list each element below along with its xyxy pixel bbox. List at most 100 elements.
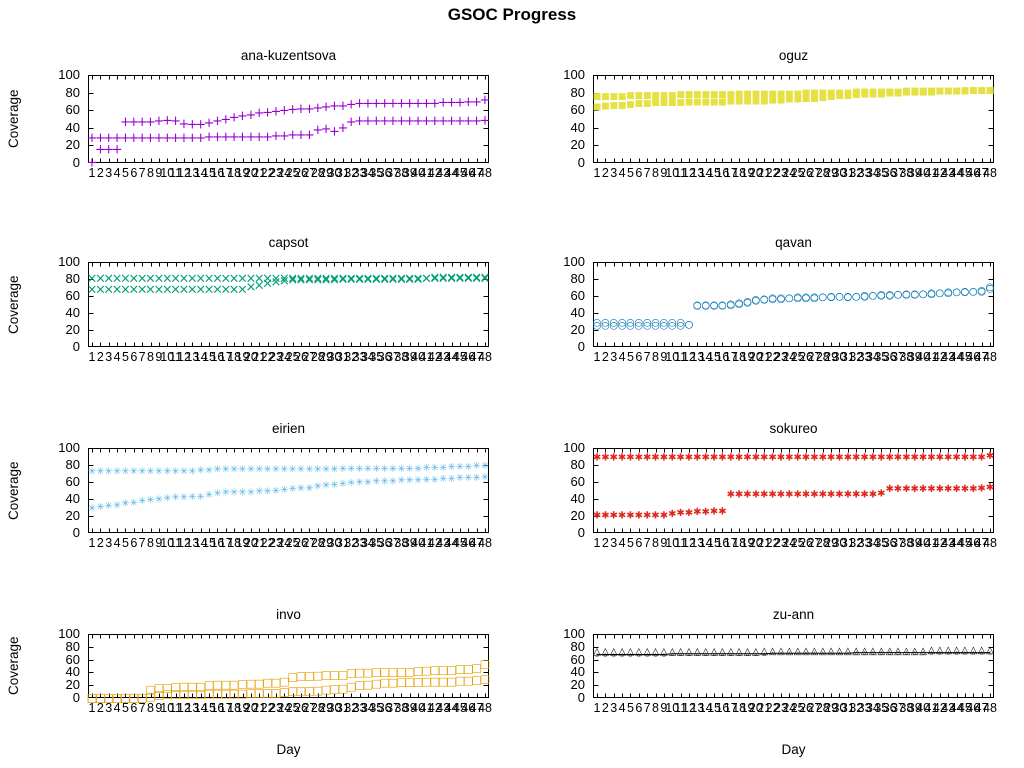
x-tick-label: 22 bbox=[765, 536, 780, 550]
x-tick-label: 43 bbox=[436, 536, 451, 550]
data-point: + bbox=[195, 118, 206, 133]
data-point: ○ bbox=[735, 299, 744, 310]
data-point: + bbox=[362, 114, 373, 129]
data-point: + bbox=[112, 142, 123, 157]
x-tick-label: 37 bbox=[386, 350, 400, 364]
data-point: × bbox=[304, 273, 315, 288]
x-tick-label: 12 bbox=[177, 350, 191, 364]
data-point: ○ bbox=[852, 291, 861, 302]
data-point: □ bbox=[129, 692, 139, 705]
data-point: ■ bbox=[785, 95, 794, 105]
x-tick-label: 36 bbox=[377, 536, 392, 550]
capsot-series-2-times-marker: ××××××××××××××××××××××××××××××××××××××××… bbox=[87, 272, 491, 298]
data-point: ○ bbox=[693, 301, 702, 312]
x-tick-label: 15 bbox=[707, 350, 722, 364]
eirien-series-1-asterisk-marker: ✳ ✳ ✳ ✳ ✳ ✳ ✳ ✳ ✳ ✳ ✳ ✳ ✳ ✳ ✳ ✳ ✳ ✳ ✳ ✳ ✳ ✳ ✳ ✳ ✳ ✳ ✳ ✳ ✳ ✳ ✳ ✳ ✳ ✳ ✳ ✳ ✳ ✳ ✳ ✳… bbox=[88, 461, 489, 477]
x-tick-label: 42 bbox=[932, 350, 947, 364]
x-tick-label: 8 bbox=[652, 166, 659, 180]
x-tick-label: 34 bbox=[865, 166, 880, 180]
data-point: ▵ bbox=[980, 649, 984, 657]
x-tick-label: 47 bbox=[974, 166, 989, 180]
x-tick-label: 14 bbox=[698, 536, 713, 550]
data-point: ■ bbox=[760, 96, 769, 106]
data-point: ○ bbox=[626, 320, 635, 331]
data-point: ▵ bbox=[946, 649, 950, 657]
x-tick-label: 19 bbox=[740, 166, 755, 180]
data-point: ○ bbox=[977, 285, 986, 296]
data-point: ✳ bbox=[305, 465, 313, 476]
x-tick-label: 11 bbox=[674, 701, 688, 715]
y-tick-label: 60 bbox=[65, 288, 80, 303]
data-point: ✳ bbox=[364, 477, 372, 488]
data-point: △ bbox=[836, 646, 844, 657]
data-point: ✳ bbox=[355, 464, 363, 475]
data-point: ✱ bbox=[668, 453, 676, 464]
data-point: × bbox=[321, 272, 332, 287]
x-tick-label: 41 bbox=[419, 536, 434, 550]
data-point: + bbox=[137, 115, 148, 130]
x-tick-label: 8 bbox=[147, 350, 154, 364]
data-point: ✳ bbox=[197, 466, 205, 477]
x-tick-label: 29 bbox=[824, 701, 839, 715]
data-point: □ bbox=[313, 669, 323, 682]
x-tick-label: 17 bbox=[218, 536, 233, 550]
data-point: △ bbox=[785, 646, 793, 657]
x-tick-label: 2 bbox=[601, 350, 609, 364]
data-point: □ bbox=[103, 692, 113, 705]
data-point: + bbox=[179, 117, 190, 132]
data-point: ■ bbox=[727, 96, 736, 106]
data-point: × bbox=[87, 272, 98, 287]
data-point: △ bbox=[602, 646, 610, 657]
data-point: + bbox=[429, 97, 440, 112]
x-tick-label: 5 bbox=[121, 350, 129, 364]
data-point: ○ bbox=[710, 301, 719, 312]
y-tick-label: 80 bbox=[65, 84, 80, 100]
y-tick-label: 60 bbox=[570, 474, 585, 489]
x-tick-label: 45 bbox=[957, 701, 972, 715]
y-tick-label: 0 bbox=[72, 155, 80, 170]
data-point: △ bbox=[953, 645, 961, 656]
data-point: × bbox=[446, 271, 457, 286]
data-point: ✱ bbox=[886, 453, 894, 464]
x-tick-label: 35 bbox=[369, 350, 384, 364]
x-tick-label: 23 bbox=[774, 701, 788, 715]
data-point: ✳ bbox=[238, 465, 246, 476]
data-point: ✳ bbox=[481, 472, 489, 483]
data-point: ○ bbox=[735, 298, 744, 309]
data-point: ○ bbox=[785, 293, 794, 304]
x-tick-label: 27 bbox=[302, 701, 317, 715]
y-tick-label: 0 bbox=[72, 690, 80, 705]
data-point: + bbox=[438, 96, 449, 111]
data-point: × bbox=[212, 283, 223, 298]
data-point: ▵ bbox=[846, 649, 850, 657]
x-tick-label: 2 bbox=[601, 166, 609, 180]
x-tick-label: 11 bbox=[169, 350, 183, 364]
data-point: ○ bbox=[618, 320, 627, 331]
x-tick-label: 37 bbox=[891, 350, 905, 364]
data-point: ✱ bbox=[986, 482, 994, 493]
data-point: + bbox=[237, 130, 248, 145]
data-point: ✳ bbox=[171, 466, 179, 477]
x-tick-label: 2 bbox=[601, 536, 609, 550]
data-point: + bbox=[103, 142, 114, 157]
data-point: × bbox=[388, 272, 399, 287]
data-point: × bbox=[162, 272, 173, 287]
data-point: ■ bbox=[944, 87, 953, 97]
data-point: ✳ bbox=[439, 463, 447, 474]
data-point: ✱ bbox=[752, 453, 760, 464]
data-point: ○ bbox=[660, 320, 669, 331]
data-point: ▵ bbox=[972, 649, 976, 657]
x-tick-label: 6 bbox=[130, 350, 138, 364]
x-tick-label: 8 bbox=[147, 701, 154, 715]
data-point: ✳ bbox=[472, 473, 480, 484]
data-point: ■ bbox=[618, 101, 627, 111]
data-point: ○ bbox=[726, 300, 735, 311]
data-point: □ bbox=[463, 674, 473, 687]
data-point: ✱ bbox=[676, 508, 684, 519]
x-tick-label: 38 bbox=[394, 536, 409, 550]
data-point: ✳ bbox=[121, 499, 129, 510]
data-point: ○ bbox=[952, 287, 961, 298]
data-point: ✳ bbox=[280, 485, 288, 496]
data-point: △ bbox=[660, 646, 668, 657]
data-point: ▵ bbox=[696, 650, 700, 658]
